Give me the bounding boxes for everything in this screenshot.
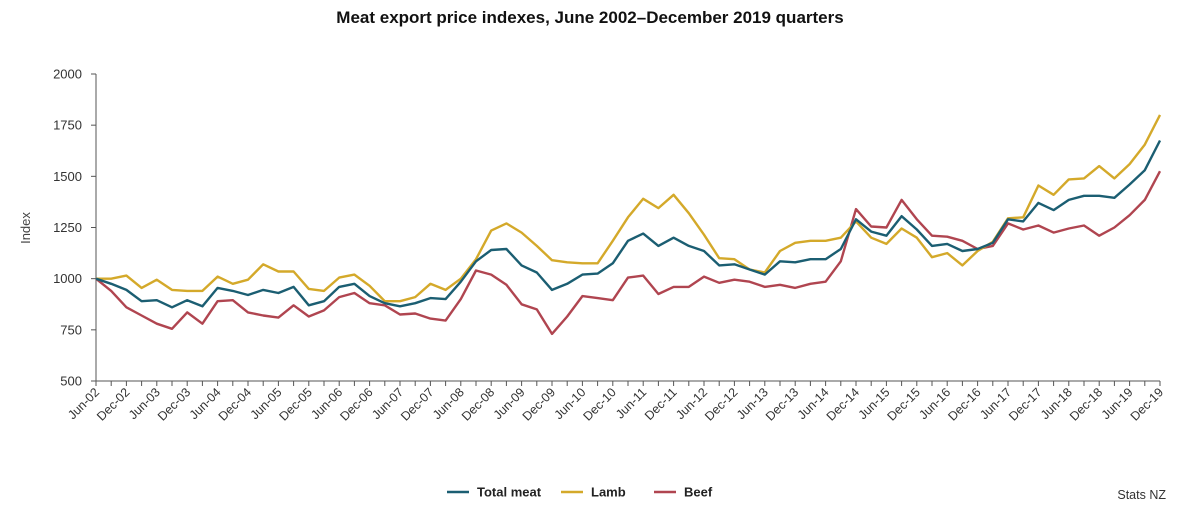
x-tick-label: Dec-04 xyxy=(216,385,254,423)
y-tick-label: 500 xyxy=(60,374,82,389)
source-label: Stats NZ xyxy=(1117,488,1166,502)
chart-title: Meat export price indexes, June 2002–Dec… xyxy=(336,8,844,27)
series-group xyxy=(95,114,1162,336)
y-tick-label: 2000 xyxy=(53,67,82,82)
x-tick-label: Dec-07 xyxy=(398,385,436,423)
x-tick-label: Dec-15 xyxy=(885,385,923,423)
x-tick-label: Dec-10 xyxy=(581,385,619,423)
x-tick-label: Dec-13 xyxy=(763,385,801,423)
x-tick-label: Dec-09 xyxy=(520,385,558,423)
y-tick-label: 1000 xyxy=(53,271,82,286)
legend: Total meat Lamb Beef xyxy=(447,485,713,500)
x-tick-label: Dec-08 xyxy=(459,385,497,423)
y-tick-label: 750 xyxy=(60,322,82,337)
series-line-beef xyxy=(95,170,1162,336)
series-line-total-meat xyxy=(95,139,1162,309)
y-tick-label: 1750 xyxy=(53,118,82,133)
y-tick-label: 1500 xyxy=(53,169,82,184)
x-tick-label: Dec-03 xyxy=(155,385,193,423)
x-tick-label: Dec-12 xyxy=(702,385,740,423)
y-ticks: 500 750 1000 1250 1500 1750 2000 xyxy=(53,67,96,389)
x-tick-label: Dec-02 xyxy=(94,385,132,423)
axes xyxy=(95,74,1160,382)
x-tick-label: Dec-18 xyxy=(1067,385,1105,423)
x-tick-label: Dec-06 xyxy=(337,385,375,423)
x-tick-label: Dec-14 xyxy=(824,385,862,423)
legend-label-total-meat: Total meat xyxy=(477,485,542,500)
series-line-lamb xyxy=(96,114,1162,303)
legend-label-lamb: Lamb xyxy=(591,485,626,500)
y-axis-label: Index xyxy=(18,212,33,244)
y-tick-label: 1250 xyxy=(53,220,82,235)
legend-label-beef: Beef xyxy=(684,485,713,500)
x-tick-label: Dec-16 xyxy=(945,385,983,423)
x-ticks: Jun-02Dec-02Jun-03Dec-03Jun-04Dec-04Jun-… xyxy=(65,381,1166,424)
x-tick-label: Dec-11 xyxy=(642,385,680,423)
x-tick-label: Dec-19 xyxy=(1128,385,1166,423)
x-tick-label: Dec-17 xyxy=(1006,385,1044,423)
x-tick-label: Dec-05 xyxy=(277,385,315,423)
